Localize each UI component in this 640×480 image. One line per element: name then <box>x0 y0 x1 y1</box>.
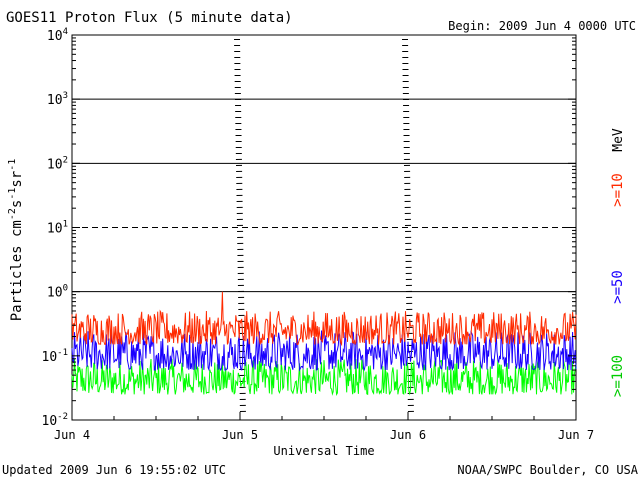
y-tick-label: 101 <box>47 220 68 237</box>
x-tick-label: Jun 4 <box>54 428 90 442</box>
begin-date: Begin: 2009 Jun 4 0000 UTC <box>448 19 636 33</box>
y-tick-label: 102 <box>47 155 68 172</box>
x-axis-ticks: Jun 4 Jun 5 Jun 6 Jun 7 <box>54 412 594 442</box>
x-tick-label: Jun 6 <box>390 428 426 442</box>
y-axis-label: Particles cm-2s-1sr-1 <box>7 159 25 322</box>
reference-lines <box>72 98 576 293</box>
legend-unit-mev: MeV <box>611 128 626 152</box>
plot-area <box>71 34 577 421</box>
legend-ge50: >=50 <box>610 270 626 304</box>
x-tick-label: Jun 5 <box>222 428 258 442</box>
y-tick-label: 10-1 <box>42 348 69 365</box>
series-line-ge100 <box>71 357 577 396</box>
y-axis-ticks: 10-2 10-1 100 101 102 103 104 <box>42 27 576 429</box>
y-tick-label: 104 <box>47 27 68 44</box>
series-line-ge10 <box>71 291 577 347</box>
data-series <box>71 291 577 396</box>
updated-timestamp: Updated 2009 Jun 6 19:55:02 UTC <box>2 463 226 477</box>
credit-text: NOAA/SWPC Boulder, CO USA <box>457 463 638 477</box>
x-tick-label: Jun 7 <box>558 428 594 442</box>
y-tick-label: 10-2 <box>42 412 69 429</box>
y-tick-label: 103 <box>47 91 68 108</box>
legend-ge100: >=100 <box>610 355 626 397</box>
chart-title: GOES11 Proton Flux (5 minute data) <box>6 10 293 26</box>
legend-ge10: >=10 <box>610 173 626 207</box>
x-axis-label: Universal Time <box>273 444 374 458</box>
y-tick-label: 100 <box>47 284 68 301</box>
